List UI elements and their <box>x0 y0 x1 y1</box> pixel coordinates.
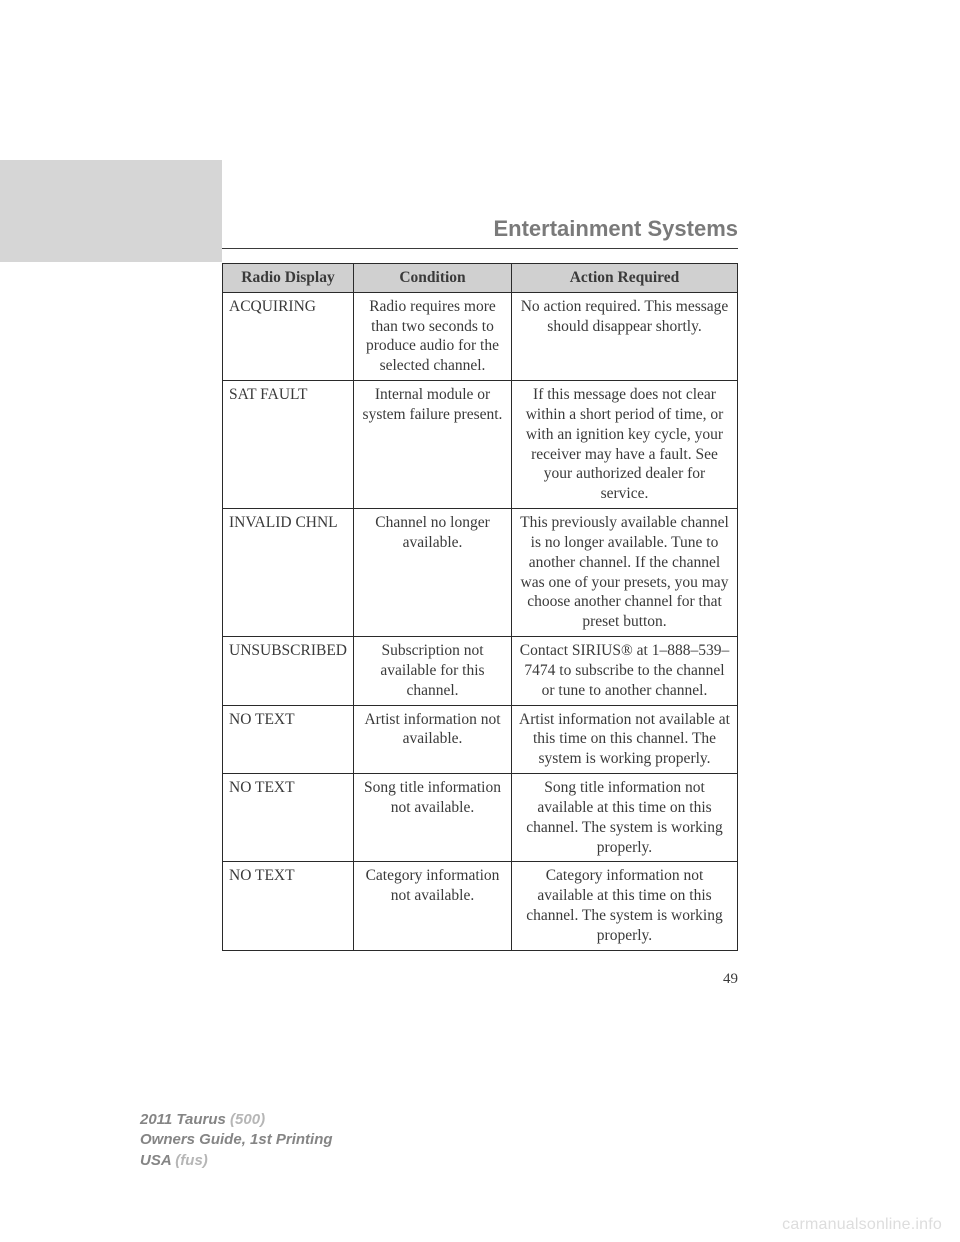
cell-action: Artist information not available at this… <box>512 705 738 773</box>
table-row: NO TEXT Song title information not avail… <box>223 774 738 862</box>
table-row: NO TEXT Artist information not available… <box>223 705 738 773</box>
cell-action: No action required. This message should … <box>512 292 738 380</box>
table-row: ACQUIRING Radio requires more than two s… <box>223 292 738 380</box>
table-row: NO TEXT Category information not availab… <box>223 862 738 950</box>
cell-display: ACQUIRING <box>223 292 354 380</box>
cell-condition: Subscription not available for this chan… <box>354 637 512 705</box>
table-row: UNSUBSCRIBED Subscription not available … <box>223 637 738 705</box>
footer-line-2: Owners Guide, 1st Printing <box>140 1130 333 1150</box>
cell-condition: Internal module or system failure presen… <box>354 381 512 509</box>
cell-display: UNSUBSCRIBED <box>223 637 354 705</box>
th-condition: Condition <box>354 264 512 293</box>
section-title: Entertainment Systems <box>222 216 738 242</box>
cell-condition: Artist information not available. <box>354 705 512 773</box>
footer-line-3: USA (fus) <box>140 1151 333 1171</box>
radio-display-table: Radio Display Condition Action Required … <box>222 263 738 951</box>
cell-display: INVALID CHNL <box>223 509 354 637</box>
cell-action: Category information not available at th… <box>512 862 738 950</box>
footer-model: 2011 Taurus <box>140 1111 226 1128</box>
page-content: Entertainment Systems Radio Display Cond… <box>222 216 738 988</box>
cell-action: If this message does not clear within a … <box>512 381 738 509</box>
cell-condition: Radio requires more than two seconds to … <box>354 292 512 380</box>
table-header-row: Radio Display Condition Action Required <box>223 264 738 293</box>
footer-region: USA <box>140 1152 171 1169</box>
footer-code: (500) <box>226 1111 265 1128</box>
cell-condition: Song title information not available. <box>354 774 512 862</box>
footer-line-1: 2011 Taurus (500) <box>140 1110 333 1130</box>
watermark: carmanualsonline.info <box>782 1216 942 1234</box>
cell-action: This previously available channel is no … <box>512 509 738 637</box>
cell-condition: Category information not available. <box>354 862 512 950</box>
cell-display: NO TEXT <box>223 862 354 950</box>
table-row: INVALID CHNL Channel no longer available… <box>223 509 738 637</box>
cell-display: NO TEXT <box>223 705 354 773</box>
th-radio-display: Radio Display <box>223 264 354 293</box>
cell-action: Song title information not available at … <box>512 774 738 862</box>
cell-action: Contact SIRIUS® at 1–888–539–7474 to sub… <box>512 637 738 705</box>
th-action-required: Action Required <box>512 264 738 293</box>
margin-gray-block <box>0 160 222 262</box>
cell-condition: Channel no longer available. <box>354 509 512 637</box>
cell-display: SAT FAULT <box>223 381 354 509</box>
page-number: 49 <box>222 971 738 988</box>
footer: 2011 Taurus (500) Owners Guide, 1st Prin… <box>140 1110 333 1171</box>
footer-region-code: (fus) <box>171 1152 208 1169</box>
table-row: SAT FAULT Internal module or system fail… <box>223 381 738 509</box>
section-rule <box>222 248 738 249</box>
cell-display: NO TEXT <box>223 774 354 862</box>
